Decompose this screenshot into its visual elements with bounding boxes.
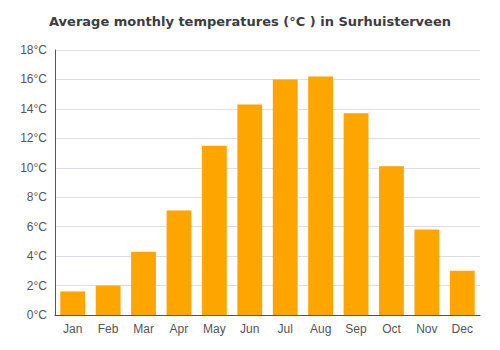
svg-text:Dec: Dec	[452, 322, 473, 336]
svg-text:Feb: Feb	[98, 322, 119, 336]
svg-text:0°C: 0°C	[27, 308, 47, 322]
svg-text:18°C: 18°C	[20, 43, 47, 57]
svg-text:Aug: Aug	[310, 322, 331, 336]
svg-text:10°C: 10°C	[20, 161, 47, 175]
svg-text:4°C: 4°C	[27, 249, 47, 263]
svg-text:Jun: Jun	[240, 322, 259, 336]
svg-text:Sep: Sep	[345, 322, 367, 336]
svg-text:16°C: 16°C	[20, 72, 47, 86]
svg-text:14°C: 14°C	[20, 102, 47, 116]
svg-text:6°C: 6°C	[27, 220, 47, 234]
svg-text:2°C: 2°C	[27, 279, 47, 293]
svg-text:Jul: Jul	[278, 322, 293, 336]
svg-text:Average monthly temperatures (: Average monthly temperatures (°C ) in Su…	[49, 14, 451, 29]
svg-text:Oct: Oct	[382, 322, 401, 336]
svg-text:Apr: Apr	[170, 322, 189, 336]
svg-text:8°C: 8°C	[27, 190, 47, 204]
svg-text:Jan: Jan	[63, 322, 82, 336]
svg-text:12°C: 12°C	[20, 131, 47, 145]
svg-text:May: May	[203, 322, 226, 336]
svg-text:Mar: Mar	[133, 322, 154, 336]
svg-text:Nov: Nov	[416, 322, 437, 336]
